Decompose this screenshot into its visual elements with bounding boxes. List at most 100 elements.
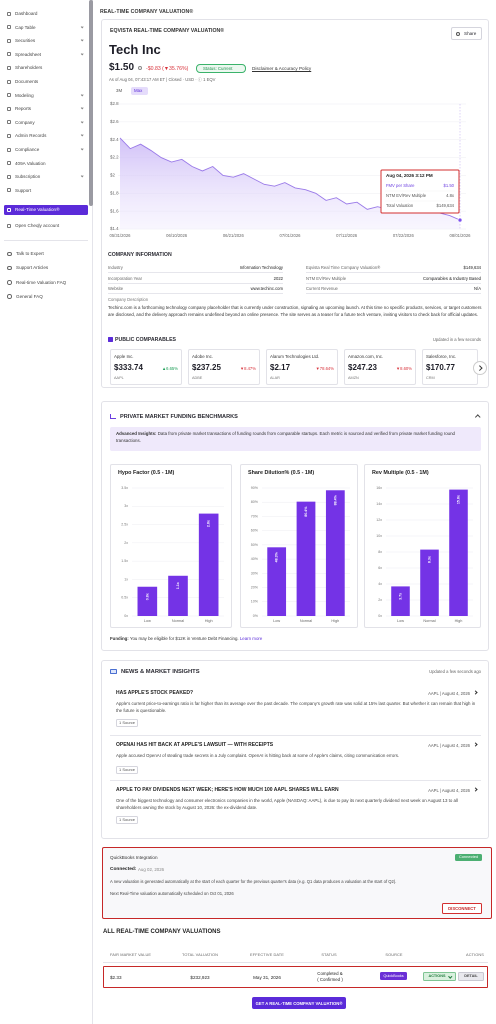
help-link[interactable]: Support Articles [16,265,49,271]
funding-label: Funding: [110,636,129,641]
news-title[interactable]: OPENAI HAS HIT BACK AT APPLE'S LAWSUIT —… [116,742,274,748]
nav-icon [7,93,11,98]
nav-item[interactable]: Compliance [15,147,40,152]
nav-item[interactable]: Spreadsheet [15,51,42,57]
table-header: STATUS [321,952,337,957]
help-link[interactable]: Real-time Valuation FAQ [16,279,67,285]
help-link[interactable]: General FAQ [16,293,43,299]
actions-button[interactable] [423,971,456,981]
bar [198,513,219,616]
source-pill [380,972,407,980]
nav-item[interactable]: Real-Time Valuation® [15,207,60,212]
y-tick-label: 2.5x [121,523,128,527]
share-button[interactable] [451,27,482,40]
y-tick-label: 90% [251,486,259,490]
info-value: Comparables & Industry Based [423,275,481,281]
info-label: Website [108,286,124,291]
range-tab[interactable]: Max [134,88,143,93]
nav-item[interactable]: Dashboard [15,11,38,16]
y-tick-label: 12x [376,518,382,522]
sidebar-scrollbar [89,0,93,206]
cell-status: ( Confirmed ) [317,977,343,982]
x-tick-label: Low [144,619,151,623]
news-title[interactable]: APPLE TO PAY DIVIDENDS NEXT WEEK; HERE'S… [116,787,339,793]
range-tab[interactable]: 3M [116,88,123,93]
news-title[interactable]: HAS APPLE'S STOCK PEAKED? [116,690,194,696]
disconnect-label[interactable]: DISCONNECT [448,906,476,912]
news-divider [110,780,481,781]
share-label[interactable]: Share [464,31,477,36]
nav-icon [7,188,11,193]
comparable-name: Adobe Inc. [192,354,213,359]
nav-item[interactable]: Subscription [15,174,41,180]
nav-item[interactable]: Open Cheqly account [15,223,60,228]
y-tick-label: 2x [378,598,382,602]
help-link[interactable]: Talk to Expert [16,251,44,256]
detail-button[interactable] [458,971,484,981]
news-card [101,660,489,839]
x-tick-label: 06/21/2026 [223,233,245,238]
disclaimer-link[interactable]: Disclaimer & Accuracy Policy [252,65,312,71]
nav-item[interactable]: Documents [15,79,39,84]
comparable-change: ▼8.47% [239,366,256,371]
comparable-change: ▲6.65% [161,366,178,371]
tooltip-title: Aug 04, 2026 3:12 PM [386,173,433,178]
actions-label[interactable]: ACTIONS [428,974,446,978]
tooltip-label: Total Valuation [386,203,414,208]
nav-icon [7,106,11,111]
news-meta: AAPL | August 4, 2026 [428,742,470,748]
comparable-card[interactable] [344,349,416,385]
table-title: ALL REAL-TIME COMPANY VALUATIONS [103,929,221,935]
page-title: REAL-TIME COMPANY VALUATION® [100,9,194,15]
comparable-card[interactable] [266,349,338,385]
nav-item[interactable]: Securities [15,38,36,44]
carousel-next[interactable] [473,361,487,375]
share-icon [456,31,460,36]
x-tick-label: High [331,619,339,623]
nav-item[interactable]: Admin Records [15,133,47,139]
comparable-card[interactable] [110,349,182,385]
table-row [103,966,488,988]
table-header-divider [103,962,488,963]
nav-icon [7,52,11,57]
bar [296,501,316,616]
y-tick-label: 3x [124,504,128,508]
nav-item[interactable]: Modeling [15,92,34,98]
comparable-name: Amazon.com, Inc. [348,354,384,359]
news-meta: AAPL | August 4, 2026 [428,787,470,793]
news-text: Apple accused OpenAI of stealing trade s… [116,753,400,758]
table-header: SOURCE [385,952,403,957]
news-source[interactable]: 1 Source [119,766,136,772]
insight-box [110,427,481,451]
comparable-card[interactable] [188,349,260,385]
bar [168,575,188,616]
y-tick-label: 6x [378,566,382,570]
nav-item[interactable]: 409A Valuation [15,160,46,166]
disconnect-button[interactable] [442,903,482,914]
info-divider [108,293,283,294]
table-header: ACTIONS [466,952,484,957]
news-source[interactable]: 1 Source [119,719,136,725]
cta-button[interactable] [252,997,346,1009]
nav-icon [7,65,11,70]
detail-label[interactable]: DETAIL [464,974,478,978]
tooltip [380,169,460,214]
nav-item[interactable]: Company [15,119,35,125]
comparable-name: Alarum Technologies Ltd. [270,354,320,359]
cta-label[interactable]: GET A REAL-TIME COMPANY VALUATION® [255,1000,343,1006]
section-title: PRIVATE MARKET FUNDING BENCHMARKS [120,413,238,420]
nav-item[interactable]: Reports [15,106,32,112]
x-tick-label: 07/12/2026 [336,233,358,238]
bar-value-label: 2.8x [207,520,211,527]
info-value[interactable]: www.techinc.com [250,286,283,291]
x-tick-label: Normal [423,619,435,623]
nav-item[interactable]: Support [15,187,32,193]
qb-badge: Connected [458,853,479,859]
learn-more-link[interactable]: Learn more [239,636,263,641]
funding: Funding: You may be eligible for $12K in… [110,636,262,641]
news-source[interactable]: 1 Source [119,816,136,822]
nav-item[interactable]: Cap Table [15,24,36,30]
nav-item[interactable]: Shareholders [15,65,43,71]
